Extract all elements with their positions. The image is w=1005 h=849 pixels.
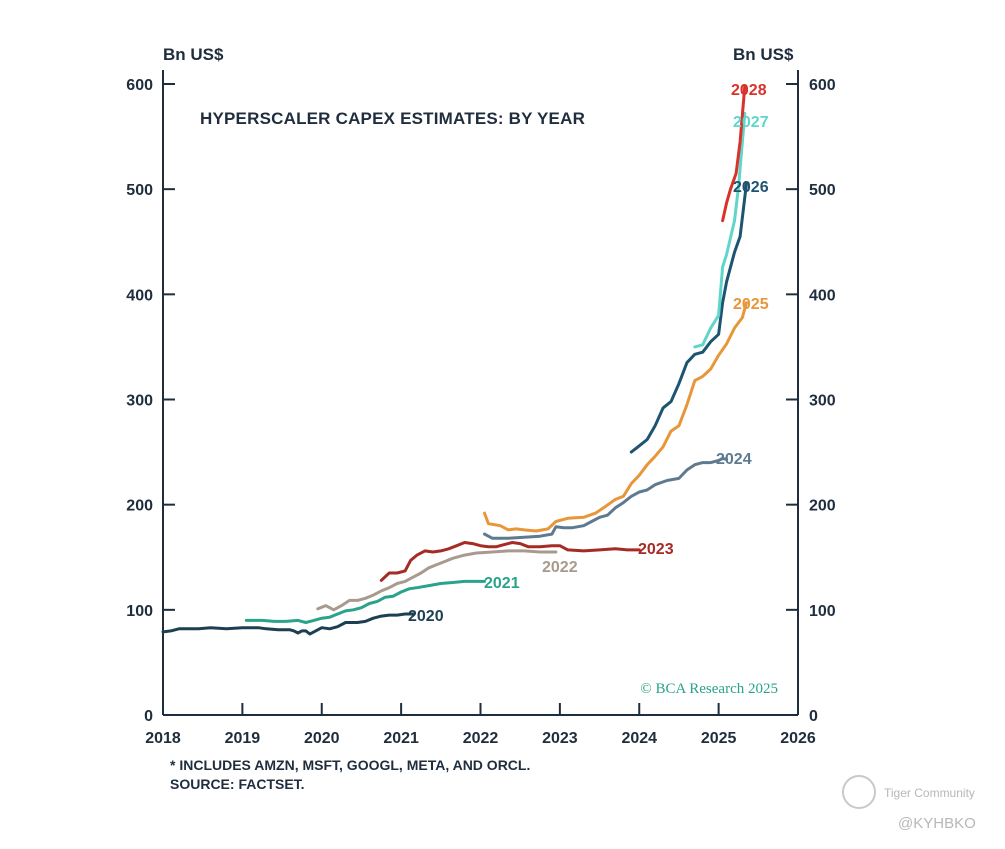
- y-tick-label-right: 300: [809, 393, 836, 410]
- y-tick-label-left: 400: [126, 287, 153, 304]
- series-line-2024: [483, 456, 729, 540]
- y-tick-label-left: 600: [126, 77, 153, 94]
- x-tick-label: 2026: [780, 730, 816, 747]
- series-label-2023: 2023: [638, 541, 674, 558]
- y-ticks-left: 0 100 200 300 400 500 600: [126, 77, 175, 725]
- x-tick-label: 2020: [304, 730, 340, 747]
- x-tick-label: 2021: [383, 730, 419, 747]
- x-tick-label: 2024: [621, 730, 657, 747]
- watermark-community: Tiger Community: [884, 786, 975, 800]
- y-tick-label-right: 500: [809, 182, 836, 199]
- footnote: * INCLUDES AMZN, MSFT, GOOGL, META, AND …: [170, 757, 530, 773]
- x-tick-label: 2018: [145, 730, 181, 747]
- x-tick-label: 2022: [463, 730, 499, 747]
- y-tick-label-left: 300: [126, 393, 153, 410]
- x-ticks: 2018 2019 2020 2021 2022 2023 2024 2025 2026: [145, 703, 816, 747]
- series-line-2020: [161, 612, 415, 636]
- watermark-handle: @KYHBKO: [898, 815, 976, 832]
- y-tick-label-right: 0: [809, 708, 818, 725]
- x-tick-label: 2019: [225, 730, 261, 747]
- series-label-2022: 2022: [542, 559, 578, 576]
- y-tick-label-right: 100: [809, 603, 836, 620]
- series-line-2023: [379, 541, 641, 582]
- series-line-2027: [693, 111, 747, 349]
- y-axis-unit-left: Bn US$: [163, 45, 224, 64]
- series-label-2027: 2027: [733, 114, 769, 131]
- watermark-logo-icon: [842, 775, 876, 809]
- series-line-2028: [721, 84, 747, 223]
- y-tick-label-left: 500: [126, 182, 153, 199]
- series-lines: [161, 84, 748, 636]
- y-axis-unit-right: Bn US$: [733, 45, 794, 64]
- y-tick-label-right: 200: [809, 498, 836, 515]
- series-line-2022: [316, 549, 558, 612]
- series-label-2020: 2020: [408, 608, 444, 625]
- y-tick-label-left: 200: [126, 498, 153, 515]
- y-tick-label-right: 600: [809, 77, 836, 94]
- series-label-2025: 2025: [733, 296, 769, 313]
- series-label-2024: 2024: [716, 451, 752, 468]
- series-label-2028: 2028: [731, 82, 767, 99]
- chart-title: HYPERSCALER CAPEX ESTIMATES: BY YEAR: [200, 109, 585, 128]
- series-line-2025: [483, 301, 748, 533]
- y-ticks-right: 0 100 200 300 400 500 600: [786, 77, 836, 725]
- series-label-2021: 2021: [484, 575, 520, 592]
- y-tick-label-left: 100: [126, 603, 153, 620]
- series-line-2021: [244, 579, 486, 624]
- x-tick-label: 2023: [542, 730, 578, 747]
- chart-axes: [162, 70, 799, 716]
- y-tick-label-left: 0: [144, 708, 153, 725]
- y-tick-label-right: 400: [809, 287, 836, 304]
- source-note: SOURCE: FACTSET.: [170, 776, 305, 792]
- x-tick-label: 2025: [701, 730, 737, 747]
- credit-text: © BCA Research 2025: [640, 681, 778, 697]
- series-line-2026: [629, 182, 748, 454]
- series-label-2026: 2026: [733, 179, 769, 196]
